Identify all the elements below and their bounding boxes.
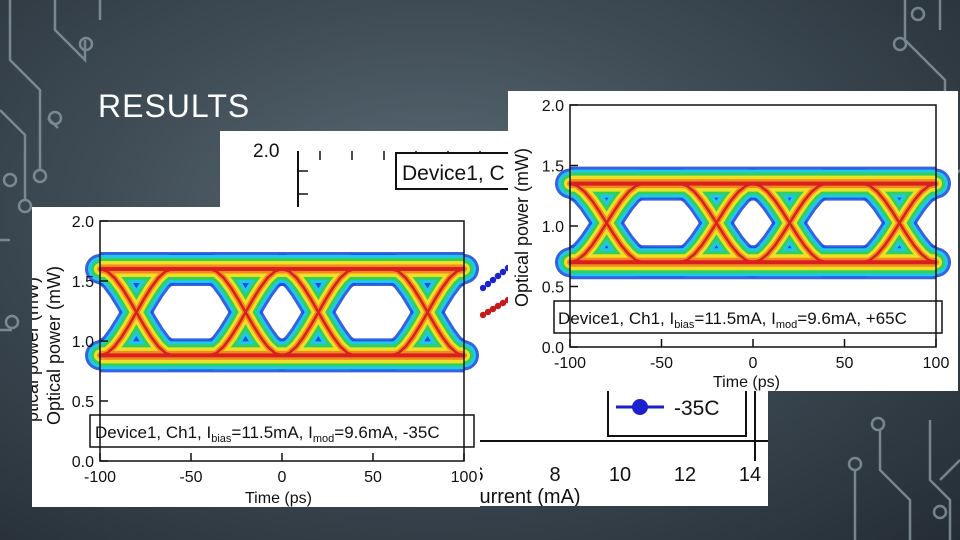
y-tick-label: 0.0: [72, 454, 94, 471]
y-tick-label: 1.0: [542, 219, 564, 236]
series-point: [489, 305, 497, 313]
x-tick-label: 8: [549, 464, 560, 486]
eye-plot-area: [555, 166, 951, 280]
eye-diagram-minus35c-panel: ptical power (mW) Device1, Ch1, Ibias=11…: [32, 207, 480, 507]
x-tick-label: 14: [739, 464, 761, 486]
caption-box: [89, 414, 475, 448]
x-tick-label: 50: [836, 355, 854, 372]
x-tick-label: -100: [84, 469, 116, 486]
slide-title: RESULTS: [98, 88, 251, 124]
x-tick-label: 0: [278, 469, 287, 486]
caption-box: [553, 300, 943, 334]
eye-plot-area: [85, 252, 479, 373]
eye-diagram-plus65c-panel: Device1, Ch1, Ibias=11.5mA, Imod=9.6mA, …: [508, 91, 958, 391]
y-tick-label: 0.5: [72, 394, 94, 411]
x-tick-label: 100: [923, 355, 950, 372]
eye-diagram-minus35c: ptical power (mW) Device1, Ch1, Ibias=11…: [32, 214, 479, 507]
legend-marker: [632, 399, 648, 415]
x-tick-label: -100: [554, 355, 586, 372]
y-tick-label: 1.0: [72, 334, 94, 351]
legend-box-text: Device1, C: [402, 162, 505, 185]
legend-frame: [607, 385, 747, 437]
y-axis-title: Optical power (mW): [512, 148, 532, 307]
x-tick-label: 50: [364, 469, 382, 486]
y-tick-label: 2.0: [542, 98, 564, 115]
x-tick-label: 10: [609, 464, 631, 486]
eye-trace: [280, 267, 466, 357]
y-tick-label: 1.5: [542, 159, 564, 176]
y-tick-label: 0.0: [542, 340, 564, 357]
series-point: [494, 272, 502, 280]
series-point: [484, 280, 492, 288]
series-point: [479, 284, 487, 292]
eye-diagram-plus65c: Device1, Ch1, Ibias=11.5mA, Imod=9.6mA, …: [512, 98, 951, 391]
y-tick-label: 2.0: [72, 214, 94, 231]
x-axis-title: Time (ps): [245, 490, 312, 507]
series-point: [484, 308, 492, 316]
x-axis-title: Time (ps): [713, 374, 780, 391]
eye-trace: [751, 182, 938, 264]
eye-trace: [568, 182, 755, 264]
series-point: [499, 268, 507, 276]
eye-trace: [98, 267, 284, 357]
series-point: [499, 299, 507, 307]
y-tick-label: 1.5: [72, 274, 94, 291]
y-tick-label: 2.0: [253, 141, 279, 162]
x-tick-label: -50: [650, 355, 673, 372]
series-point: [494, 302, 502, 310]
caption-text: Device1, Ch1, Ibias=11.5mA, Imod=9.6mA, …: [558, 309, 907, 331]
overlap-partial-label: ptical power (mW): [32, 277, 42, 422]
series-point: [479, 311, 487, 319]
x-tick-label: 12: [674, 464, 696, 486]
y-tick-label: 0.5: [542, 280, 564, 297]
y-axis-title: Optical power (mW): [44, 266, 64, 425]
caption-text: Device1, Ch1, Ibias=11.5mA, Imod=9.6mA, …: [95, 423, 440, 445]
eye-trace: [751, 182, 938, 264]
x-tick-label: 0: [749, 355, 758, 372]
eye-trace: [280, 267, 466, 357]
series-point: [489, 276, 497, 284]
eye-trace: [568, 182, 755, 264]
x-tick-label: 100: [451, 469, 478, 486]
x-tick-label: -50: [179, 469, 202, 486]
legend-label: -35C: [674, 397, 720, 420]
eye-trace: [98, 267, 284, 357]
